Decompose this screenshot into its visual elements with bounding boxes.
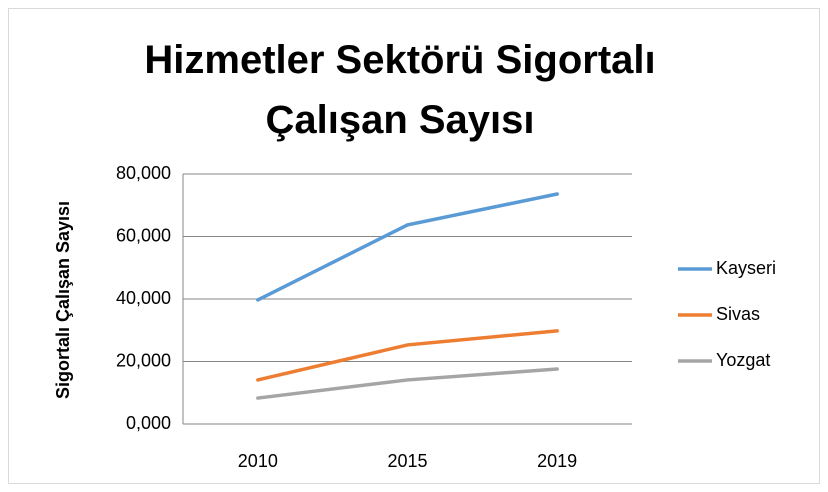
y-tick-label: 80,000 — [116, 163, 171, 183]
series-line — [256, 329, 559, 382]
x-tick-label: 2015 — [387, 451, 427, 471]
legend-label: Yozgat — [716, 350, 770, 370]
x-tick-label: 2010 — [238, 451, 278, 471]
legend-label: Sivas — [716, 304, 760, 324]
series-line — [256, 367, 559, 400]
chart-title: Hizmetler Sektörü Sigortalı Çalışan Sayı… — [144, 38, 656, 142]
y-axis-label: Sigortalı Çalışan Sayısı — [53, 201, 73, 399]
legend-label: Kayseri — [716, 258, 776, 278]
x-tick-label: 2019 — [537, 451, 577, 471]
y-tick-label: 20,000 — [116, 350, 171, 370]
y-tick-label: 60,000 — [116, 225, 171, 245]
series-line — [256, 192, 559, 302]
chart-border — [8, 8, 820, 484]
y-tick-label: 40,000 — [116, 288, 171, 308]
y-tick-label: 0,000 — [126, 413, 171, 433]
